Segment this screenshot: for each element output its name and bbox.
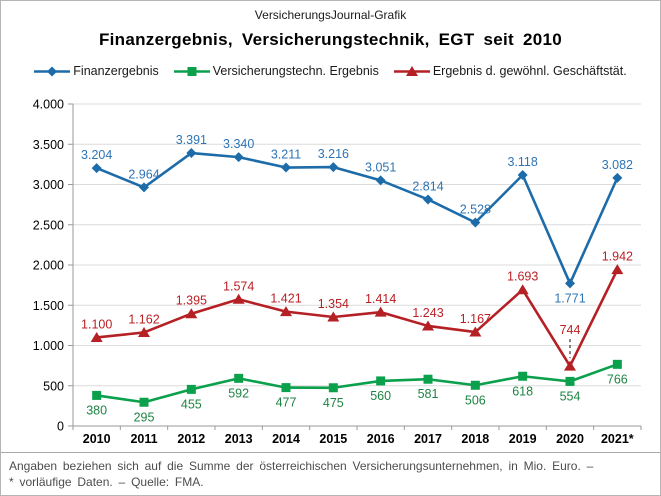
footer-line-2: * vorläufige Daten. – Quelle: FMA. [9,475,204,489]
svg-text:2021*: 2021* [601,432,634,446]
chart-title: Finanzergebnis, Versicherungstechnik, EG… [98,30,563,49]
legend-label-2: Versicherungstechn. Ergebnis [212,64,379,78]
data-label: 1.243 [412,306,443,320]
data-label: 2.528 [460,202,491,216]
data-label: 1.395 [176,294,207,308]
data-label: 455 [181,397,202,411]
svg-text:2019: 2019 [509,432,537,446]
legend-item-1: Finanzergebnis [34,64,159,78]
data-label: 554 [560,389,581,403]
svg-text:3.000: 3.000 [33,178,64,192]
data-label: 1.354 [318,297,349,311]
svg-text:500: 500 [43,379,64,393]
svg-text:2012: 2012 [177,432,205,446]
svg-text:1.500: 1.500 [33,299,64,313]
triangle-marker-icon [393,65,430,76]
data-label: 2.964 [128,167,159,181]
data-label: 477 [276,396,297,410]
square-marker-icon [173,66,210,76]
svg-text:2018: 2018 [461,432,489,446]
data-label: 1.167 [460,312,491,326]
svg-text:2020: 2020 [556,432,584,446]
svg-text:2.500: 2.500 [33,218,64,232]
data-label: 3.211 [271,148,301,162]
svg-text:2010: 2010 [83,432,111,446]
y-axis: 0 500 1.000 1.500 2.000 2.500 3.000 3.500 4.000 [33,98,641,434]
legend-label-1: Finanzergebnis [73,64,159,78]
data-label: 581 [418,387,439,401]
svg-text:2.000: 2.000 [33,259,64,273]
x-axis: 2010 2011 2012 2013 2014 2015 2016 2017 2018 2019… [72,426,642,446]
series-finanzergebnis: 3.204 2.964 3.391 3.340 3.211 3.216 3.051 2.814… [81,133,633,305]
data-label: 3.118 [507,155,537,169]
data-label: 592 [228,386,249,400]
legend-item-3: Ergebnis d. gewöhnl. Geschäftstät. [393,64,627,78]
svg-text:2013: 2013 [225,432,253,446]
svg-text:2016: 2016 [367,432,395,446]
legend-label-3: Ergebnis d. gewöhnl. Geschäftstät. [432,64,627,78]
data-label: 3.204 [81,148,112,162]
data-label: 2.814 [412,179,443,193]
svg-text:3.500: 3.500 [33,138,64,152]
data-label: 1.942 [602,250,633,264]
diamond-marker-icon [34,66,71,76]
data-label: 3.082 [602,158,633,172]
data-label: 766 [607,372,628,386]
data-label: 1.421 [270,292,301,306]
series-versicherungstechn-ergebnis: 380 295 455 592 477 475 560 581 506 618 554 766 [86,359,628,424]
source-label: VersicherungsJournal-Grafik [254,8,407,22]
svg-text:2011: 2011 [130,432,157,446]
series-ergebnis-d-gew-hnl-gesch-ftst-t: 1.100 1.162 1.395 1.574 1.421 1.354 1.414 1.243… [81,250,633,371]
svg-text:2015: 2015 [319,432,347,446]
data-label: 380 [86,403,107,417]
data-label: 1.100 [81,317,112,331]
data-label: 295 [134,410,155,424]
svg-text:2017: 2017 [414,432,442,446]
data-label: 3.391 [176,133,207,147]
data-label: 560 [370,389,391,403]
data-label: 3.340 [223,137,254,151]
legend: Finanzergebnis Versicherungstechn. Ergebn… [1,64,660,78]
data-label: 618 [512,384,533,398]
data-label: 475 [323,396,344,410]
legend-item-2: Versicherungstechn. Ergebnis [173,64,379,78]
data-label: 1.162 [128,312,159,326]
svg-text:1.000: 1.000 [33,339,64,353]
data-label: 3.216 [318,147,349,161]
data-label: 506 [465,393,486,407]
svg-text:2014: 2014 [272,432,300,446]
footer-divider [1,452,660,453]
data-label: 744 [560,323,581,337]
svg-text:4.000: 4.000 [33,98,64,112]
data-label: 1.414 [365,292,396,306]
data-label: 1.693 [507,270,538,284]
svg-text:0: 0 [57,420,64,434]
data-label: 1.574 [223,279,254,293]
data-label: 3.051 [365,160,396,174]
footer-line-1: Angaben beziehen sich auf die Summe der … [9,459,594,473]
data-label: 1.771 [554,291,585,305]
footer-note: Angaben beziehen sich auf die Summe der … [9,458,654,490]
